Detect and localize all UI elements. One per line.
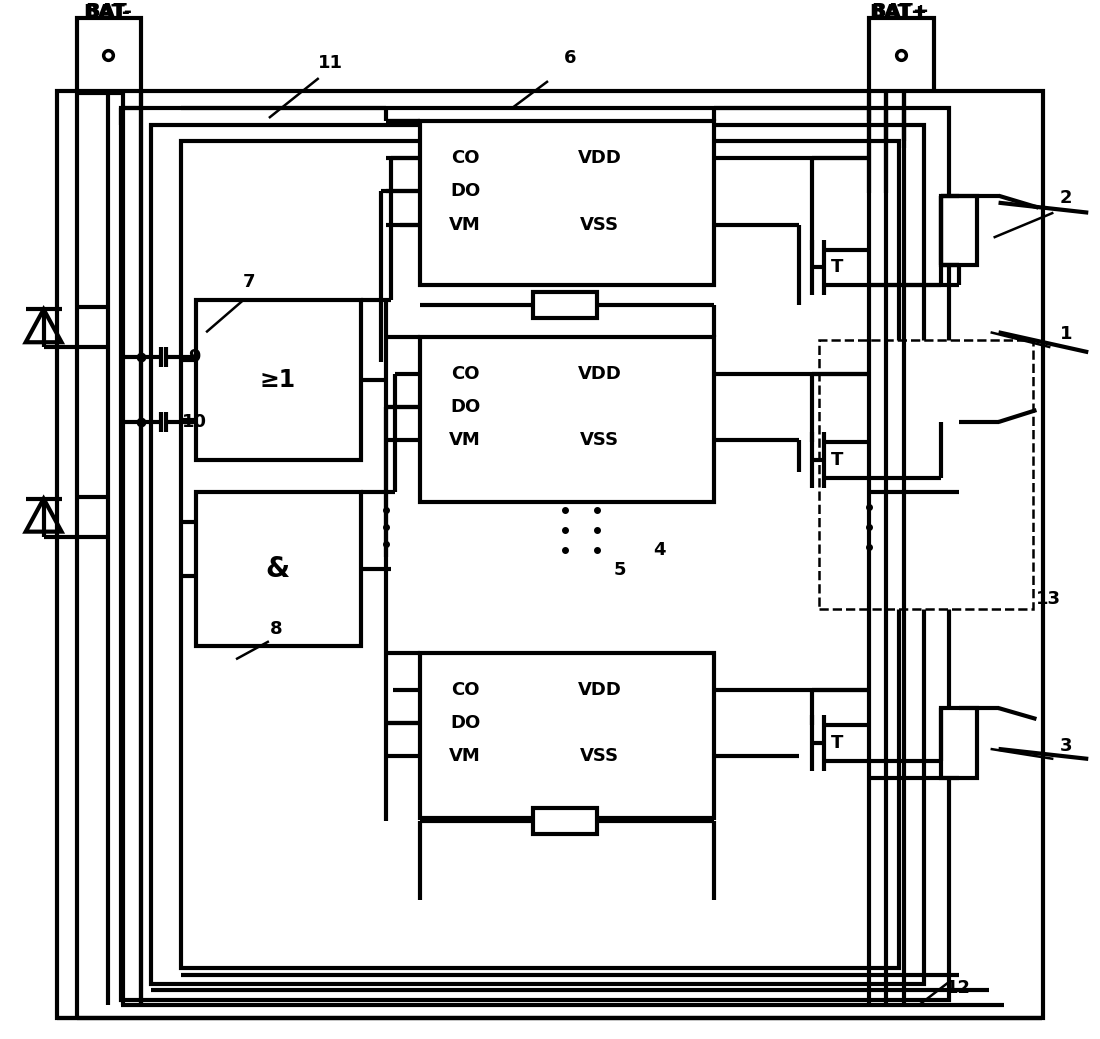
Bar (534, 807, 597, 833)
Text: VM: VM (450, 216, 481, 234)
Bar (182, 141, 899, 968)
Bar (196, 491, 361, 646)
Text: 11: 11 (318, 54, 343, 72)
Bar (121, 108, 948, 1001)
Text: DO: DO (450, 714, 481, 732)
Bar (940, 422, 977, 491)
Text: CO: CO (451, 682, 480, 699)
Bar (196, 300, 361, 460)
Text: 5: 5 (614, 560, 626, 579)
Text: T: T (830, 734, 844, 752)
Text: BAT+: BAT+ (871, 2, 930, 21)
Text: BAT-: BAT- (85, 2, 132, 21)
Text: 4: 4 (653, 540, 666, 559)
Text: VSS: VSS (581, 747, 619, 765)
Text: T: T (830, 259, 844, 276)
Bar (820, 340, 1033, 610)
Text: 8: 8 (270, 620, 283, 638)
Text: DO: DO (450, 182, 481, 199)
Bar (940, 195, 977, 266)
Text: VDD: VDD (578, 149, 621, 167)
Text: 7: 7 (243, 273, 255, 292)
Bar (940, 708, 977, 778)
Bar (77, 19, 141, 94)
Text: 13: 13 (1036, 590, 1060, 609)
Bar (420, 338, 715, 502)
Bar (869, 19, 934, 94)
Bar (420, 654, 715, 818)
Text: VSS: VSS (581, 216, 619, 234)
Text: BAT-: BAT- (82, 3, 130, 22)
Text: CO: CO (451, 149, 480, 167)
Text: VSS: VSS (581, 431, 619, 449)
Text: 12: 12 (946, 979, 971, 997)
Text: &: & (266, 555, 290, 583)
Text: DO: DO (450, 398, 481, 416)
Text: VM: VM (450, 747, 481, 765)
Text: 9: 9 (188, 348, 200, 366)
Text: CO: CO (451, 365, 480, 383)
Text: VDD: VDD (578, 365, 621, 383)
Text: ≥1: ≥1 (260, 368, 296, 392)
Bar (420, 121, 715, 286)
Bar (152, 125, 924, 984)
Text: BAT+: BAT+ (870, 3, 928, 22)
Text: 10: 10 (182, 412, 207, 431)
Text: 1: 1 (1060, 325, 1072, 343)
Text: VM: VM (450, 431, 481, 449)
Text: 6: 6 (563, 49, 576, 68)
Bar (56, 91, 1044, 1018)
Bar (534, 292, 597, 318)
Text: 3: 3 (1060, 737, 1072, 755)
Text: T: T (830, 451, 844, 469)
Text: VDD: VDD (578, 682, 621, 699)
Text: 2: 2 (1060, 189, 1072, 207)
